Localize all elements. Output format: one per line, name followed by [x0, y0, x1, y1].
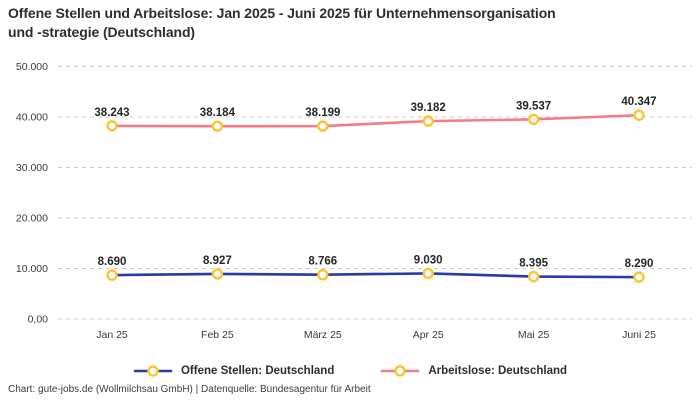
data-point-label: 38.184: [200, 107, 236, 119]
data-point-marker[interactable]: [422, 267, 434, 280]
y-axis-tick-label: 30.000: [16, 162, 48, 174]
data-point-marker[interactable]: [317, 120, 329, 132]
data-point-label: 8.395: [519, 258, 548, 270]
data-point-marker[interactable]: [633, 109, 645, 121]
data-point-label: 8.690: [98, 256, 127, 268]
series-line: [110, 272, 641, 279]
legend-swatch-icon: [133, 365, 173, 377]
legend-item-label: Arbeitslose: Deutschland: [428, 365, 568, 377]
legend-item[interactable]: Arbeitslose: Deutschland: [380, 364, 567, 378]
data-point-label: 40.347: [621, 96, 656, 108]
data-point-label: 38.243: [94, 107, 129, 119]
data-point-marker[interactable]: [527, 113, 540, 126]
chart-title-line1: Offene Stellen und Arbeitslose: Jan 2025…: [8, 5, 556, 21]
data-point-marker[interactable]: [211, 268, 224, 280]
data-point-marker[interactable]: [106, 120, 118, 132]
series-line: [110, 113, 641, 128]
data-point-marker[interactable]: [317, 269, 329, 281]
data-point-label: 38.199: [305, 107, 340, 119]
legend-item-label: Offene Stellen: Deutschland: [180, 365, 335, 377]
y-axis-tick-label: 20.000: [16, 213, 48, 225]
x-axis-tick-label: Juni 25: [622, 329, 656, 341]
data-point-marker[interactable]: [527, 270, 540, 283]
data-point-label: 9.030: [414, 254, 443, 266]
x-axis-tick-label: Feb 25: [201, 329, 234, 341]
legend-swatch-icon: [381, 365, 420, 377]
data-point-label: 8.766: [308, 256, 337, 268]
y-axis-tick-label: 10.000: [16, 263, 48, 275]
chart-footer-attribution: Chart: gute-jobs.de (Wollmilchsau GmbH) …: [8, 384, 371, 395]
data-point-marker[interactable]: [422, 115, 434, 127]
x-axis-tick-label: März 25: [304, 329, 342, 341]
y-axis-tick-label: 40.000: [16, 112, 48, 124]
chart-title: Offene Stellen und Arbeitslose: Jan 2025…: [8, 4, 556, 42]
data-point-marker[interactable]: [633, 271, 645, 283]
x-axis-tick-label: Mai 25: [518, 329, 550, 341]
data-point-marker[interactable]: [211, 120, 224, 132]
y-axis-tick-label: 0,00: [28, 314, 49, 326]
legend-item[interactable]: Offene Stellen: Deutschland: [133, 364, 334, 378]
data-point-label: 8.927: [203, 255, 232, 267]
data-point-label: 8.290: [625, 258, 654, 270]
data-point-marker[interactable]: [106, 269, 118, 281]
y-axis-tick-label: 50.000: [16, 61, 48, 73]
data-point-label: 39.182: [411, 102, 446, 114]
x-axis-tick-label: Apr 25: [413, 329, 444, 341]
chart-title-line2: und -strategie (Deutschland): [8, 23, 195, 40]
legend: Offene Stellen: Deutschland Arbeitslose: …: [0, 361, 700, 381]
x-axis-tick-label: Jan 25: [96, 329, 128, 341]
data-point-label: 39.537: [516, 100, 551, 112]
